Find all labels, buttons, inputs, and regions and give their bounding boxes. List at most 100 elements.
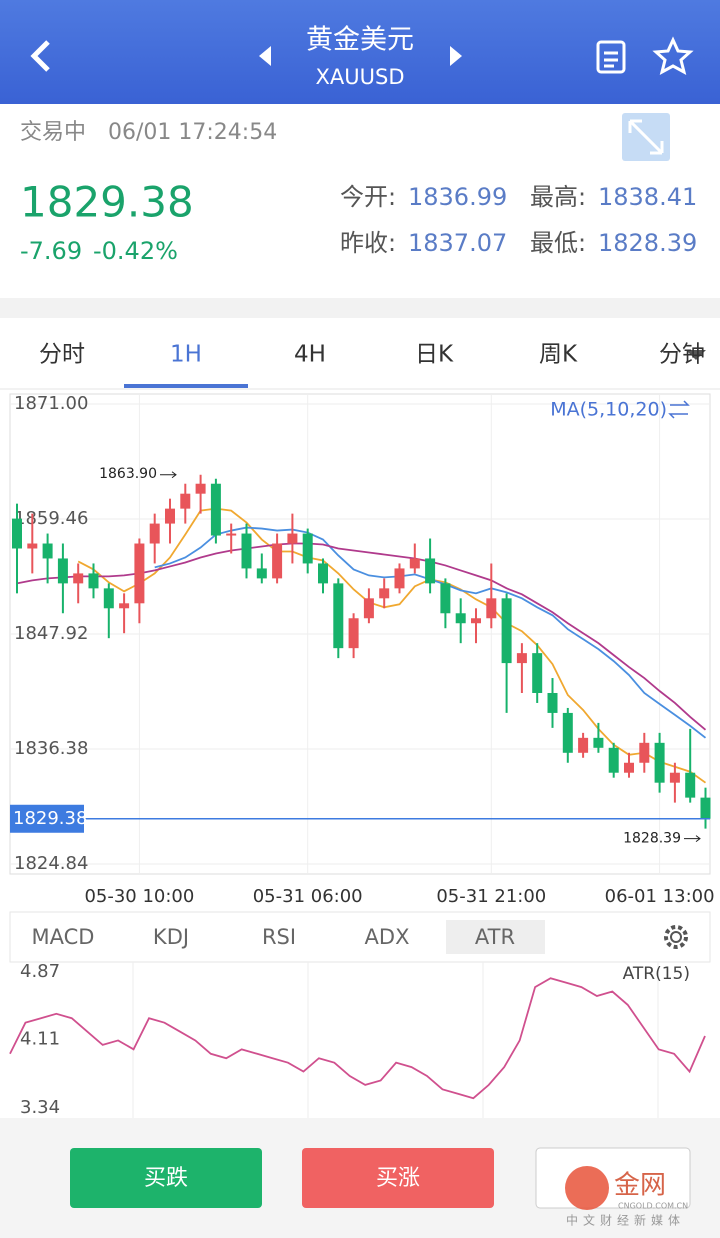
y-tick-label: 1871.00 [14, 393, 88, 414]
sell-button[interactable] [70, 1148, 262, 1208]
x-tick-label: 06-01 13:00 [605, 886, 715, 907]
candle-body [409, 558, 420, 569]
candle-body [379, 588, 390, 599]
candle-body [103, 588, 114, 609]
candle-body [348, 618, 359, 649]
change-pct: -0.42% [93, 237, 178, 265]
candle-body [624, 762, 634, 773]
candle-body [88, 573, 99, 589]
open: 1836.99 [408, 183, 507, 211]
open-label: 今开: [340, 183, 396, 211]
candle-body [119, 603, 130, 609]
settings-icon[interactable] [664, 925, 688, 949]
back-button[interactable] [30, 40, 50, 72]
candle-body [210, 483, 221, 536]
candle-body [486, 598, 497, 619]
candle-body [654, 742, 665, 783]
candle-body [425, 558, 436, 584]
watermark-site: CNGOLD.COM.CN [618, 1202, 688, 1211]
candle-body [471, 618, 481, 624]
candle-body [578, 737, 589, 753]
candle-body [180, 493, 191, 509]
indicator-tab[interactable]: RSI [262, 925, 296, 949]
fullscreen-button[interactable] [622, 113, 670, 161]
candle-body [440, 583, 451, 614]
candle-body [333, 583, 344, 649]
watermark-slogan: 中文财经新媒体 [566, 1213, 685, 1228]
favorite-icon[interactable] [652, 36, 694, 75]
candle-body [593, 737, 604, 748]
indicator-tab[interactable]: MACD [32, 925, 95, 949]
high-label: 最高: [530, 183, 586, 211]
price: 1829.38 [20, 178, 194, 227]
tab[interactable]: 4H [294, 342, 326, 368]
candle-body [272, 543, 283, 579]
y-tick-label: 1836.38 [14, 738, 88, 759]
prev-symbol[interactable] [259, 46, 271, 66]
dropdown-arrow[interactable] [686, 350, 706, 360]
tab[interactable]: 分钟 [659, 342, 705, 368]
y-tick-label: 3.34 [20, 1097, 60, 1118]
legend-toggle[interactable] [668, 400, 690, 419]
candle-body [195, 483, 206, 494]
title: 黄金美元 [306, 25, 414, 56]
y-tick-label: 1859.46 [14, 508, 88, 529]
low: 1828.39 [598, 229, 697, 257]
tab[interactable]: 周K [539, 342, 578, 368]
candle-body [501, 598, 512, 664]
notes-icon[interactable] [596, 40, 626, 74]
atr-line [9, 977, 706, 1100]
candle-body [363, 598, 374, 619]
y-tick-label: 1847.92 [14, 623, 88, 644]
ma-line [77, 507, 707, 784]
indicator-tab[interactable]: ATR [475, 925, 515, 949]
candle-body [562, 712, 573, 753]
status: 交易中 [20, 120, 86, 145]
max-label: 1863.90 [99, 466, 157, 482]
buy-button[interactable] [302, 1148, 494, 1208]
candle-body [639, 742, 650, 763]
candle-body [394, 568, 405, 589]
tab[interactable]: 日K [415, 342, 454, 368]
last-price-box [10, 804, 84, 833]
candle-body [42, 543, 53, 559]
time: 06/01 17:24:54 [108, 120, 277, 145]
next-symbol[interactable] [450, 46, 462, 66]
tab[interactable]: 1H [170, 342, 202, 368]
candle-body [226, 533, 237, 536]
prev-close: 1837.07 [408, 229, 507, 257]
candle-body [256, 568, 267, 579]
watermark-logo [565, 1166, 609, 1210]
more-button[interactable] [535, 1147, 691, 1209]
candle-body [57, 558, 68, 584]
header [0, 0, 720, 104]
x-tick-label: 05-31 06:00 [253, 886, 363, 907]
indicator-tab[interactable]: ADX [365, 925, 410, 949]
indicator-bar [9, 911, 711, 963]
high: 1838.41 [598, 183, 697, 211]
active-indicator [446, 920, 545, 954]
x-tick-label: 05-31 21:00 [436, 886, 546, 907]
symbol: XAUUSD [316, 65, 405, 89]
candle-body [287, 533, 298, 544]
candle-body [165, 508, 175, 524]
sell-label: 买跌 [144, 1166, 188, 1191]
tab[interactable]: 分时 [39, 342, 85, 368]
candle-body [27, 543, 38, 549]
candle-body [455, 613, 466, 624]
min-arrow [684, 835, 701, 843]
candle-body [669, 772, 680, 783]
y-tick-label: 4.11 [20, 1029, 60, 1050]
legend: ATR(15) [623, 964, 690, 984]
indicator-tab[interactable]: KDJ [153, 925, 189, 949]
tab-underline [124, 384, 248, 388]
low-label: 最低: [530, 229, 586, 257]
watermark-name: 金网 [614, 1171, 666, 1201]
candle-body [700, 797, 711, 819]
y-tick-label: 4.87 [20, 961, 60, 982]
candle-body [73, 573, 84, 584]
candle-body [134, 543, 145, 604]
